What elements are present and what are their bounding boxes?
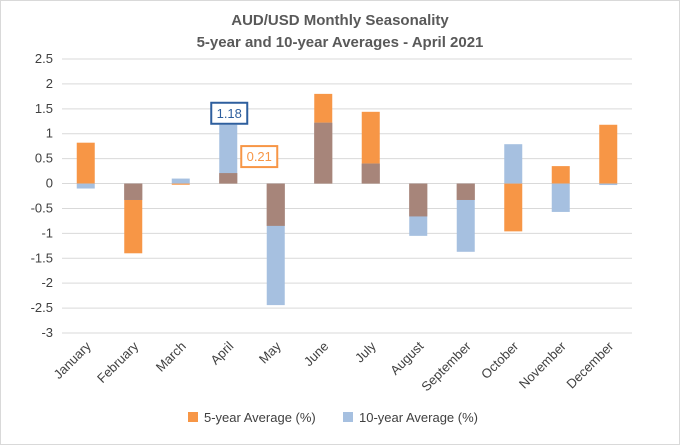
bar-5yr-november bbox=[551, 166, 570, 184]
y-tick-label: -1 bbox=[41, 225, 53, 240]
bar-overlap-may bbox=[266, 183, 285, 226]
bar-5yr-december bbox=[599, 124, 618, 184]
bar-overlap-september bbox=[456, 183, 475, 200]
bar-overlap-april bbox=[219, 173, 238, 184]
y-tick-label: -2 bbox=[41, 275, 53, 290]
x-tick-label: June bbox=[301, 339, 332, 370]
bar-5yr-january bbox=[76, 142, 95, 184]
x-tick-label: February bbox=[94, 338, 142, 386]
bar-10yr-december bbox=[599, 183, 618, 186]
legend-swatch bbox=[343, 412, 353, 422]
legend-swatch bbox=[188, 412, 198, 422]
callout-label: 0.21 bbox=[247, 149, 272, 164]
callout-label: 1.18 bbox=[217, 106, 242, 121]
y-tick-label: 1 bbox=[46, 126, 53, 141]
x-tick-label: March bbox=[153, 339, 189, 375]
x-tick-label: September bbox=[418, 338, 474, 394]
bar-5yr-march bbox=[171, 183, 190, 185]
bar-5yr-february bbox=[124, 183, 143, 254]
bar-overlap-august bbox=[409, 183, 428, 217]
callout-box bbox=[210, 101, 249, 125]
bar-overlap-july bbox=[361, 163, 380, 184]
x-tick-label: November bbox=[516, 338, 569, 391]
legend-label: 5-year Average (%) bbox=[204, 410, 316, 425]
y-tick-label: 1.5 bbox=[35, 101, 53, 116]
y-tick-label: 0 bbox=[46, 176, 53, 191]
bar-10yr-march bbox=[171, 178, 190, 184]
chart-title: AUD/USD Monthly Seasonality bbox=[231, 12, 449, 29]
bar-5yr-october bbox=[504, 183, 523, 232]
y-tick-label: -3 bbox=[41, 325, 53, 340]
y-tick-label: 2 bbox=[46, 76, 53, 91]
y-tick-label: -2.5 bbox=[31, 300, 53, 315]
y-tick-label: 2.5 bbox=[35, 51, 53, 66]
bar-10yr-november bbox=[551, 183, 570, 212]
y-tick-label: -0.5 bbox=[31, 200, 53, 215]
callout-box bbox=[240, 145, 279, 169]
chart-subtitle: 5-year and 10-year Averages - April 2021 bbox=[197, 34, 484, 51]
x-tick-label: December bbox=[563, 338, 616, 391]
bar-10yr-january bbox=[76, 183, 95, 189]
x-tick-label: April bbox=[207, 338, 236, 367]
bar-overlap-february bbox=[124, 183, 143, 200]
bar-10yr-october bbox=[504, 144, 523, 184]
x-tick-label: May bbox=[256, 338, 284, 366]
x-tick-label: August bbox=[387, 338, 426, 377]
bar-10yr-september bbox=[456, 183, 475, 252]
legend-label: 10-year Average (%) bbox=[359, 410, 478, 425]
y-tick-label: 0.5 bbox=[35, 151, 53, 166]
x-tick-label: January bbox=[51, 338, 95, 382]
y-tick-label: -1.5 bbox=[31, 250, 53, 265]
bar-10yr-april bbox=[219, 124, 238, 184]
x-tick-label: July bbox=[352, 338, 379, 365]
x-tick-label: October bbox=[478, 338, 522, 382]
bar-overlap-june bbox=[314, 122, 333, 184]
